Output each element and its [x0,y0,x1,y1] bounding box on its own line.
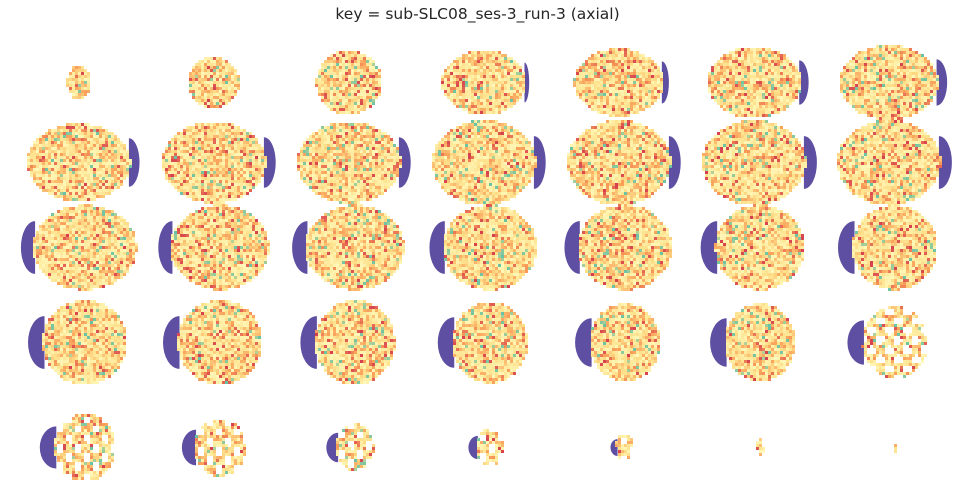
axial-slice [468,429,504,465]
mask-region [39,426,57,469]
mask-region [710,318,727,367]
mask-region [437,317,455,368]
mask-region [292,221,308,274]
axial-slice [292,204,405,291]
mask-region [803,136,817,189]
mask-region [564,221,580,274]
mask-region [163,316,180,369]
mask-region [468,435,478,460]
axial-slice [700,204,804,291]
axial-slice [838,204,936,291]
axial-slice [610,435,633,459]
mask-region [28,316,45,369]
axial-slice [297,123,411,204]
mask-region [575,318,592,367]
mask-region [799,60,809,105]
figure-title: key = sub-SLC08_ses-3_run-3 (axial) [335,5,620,23]
mask-region [181,429,197,466]
axial-slice [575,303,660,381]
axial-slice [847,306,927,378]
axial-slice [573,48,669,117]
axial-slice [840,45,948,120]
mask-region [847,320,864,365]
axial-slice [28,300,126,384]
mask-region [533,136,546,189]
axial-slice [432,120,546,204]
axial-slice [163,300,261,384]
mask-region [938,136,952,189]
mask-region [20,221,36,274]
axial-slice [189,57,240,108]
axial-slice [441,51,530,114]
axial-slice [437,303,528,384]
mask-region [398,137,411,188]
mask-region [524,62,530,103]
axial-slice [429,204,537,291]
axial-slice [564,204,672,291]
mask-region [326,432,339,463]
axial-slice [710,303,795,381]
mask-region [263,137,276,188]
axial-slice [567,120,681,204]
mask-region [661,61,669,104]
mask-region [128,138,140,187]
axial-slice [66,66,90,99]
axial-slice [326,423,375,471]
axial-slice [162,123,276,204]
axial-slice [39,414,114,480]
mask-region [838,221,855,274]
axial-slice [20,204,138,291]
axial-slice [708,48,809,117]
axial-slice [181,420,246,477]
axial-slice [702,120,817,204]
axial-slice [894,444,897,453]
mask-region [300,316,317,369]
mask-region [429,221,445,274]
axial-slice [300,300,396,384]
axial-slice [837,120,952,204]
mask-region [668,136,681,189]
mask-region [158,221,173,274]
axial-slice [315,51,381,114]
mask-region [936,59,948,106]
axial-slice [27,123,140,201]
mask-region [700,221,718,274]
axial-slice [756,438,765,456]
axial-slice [158,204,270,291]
